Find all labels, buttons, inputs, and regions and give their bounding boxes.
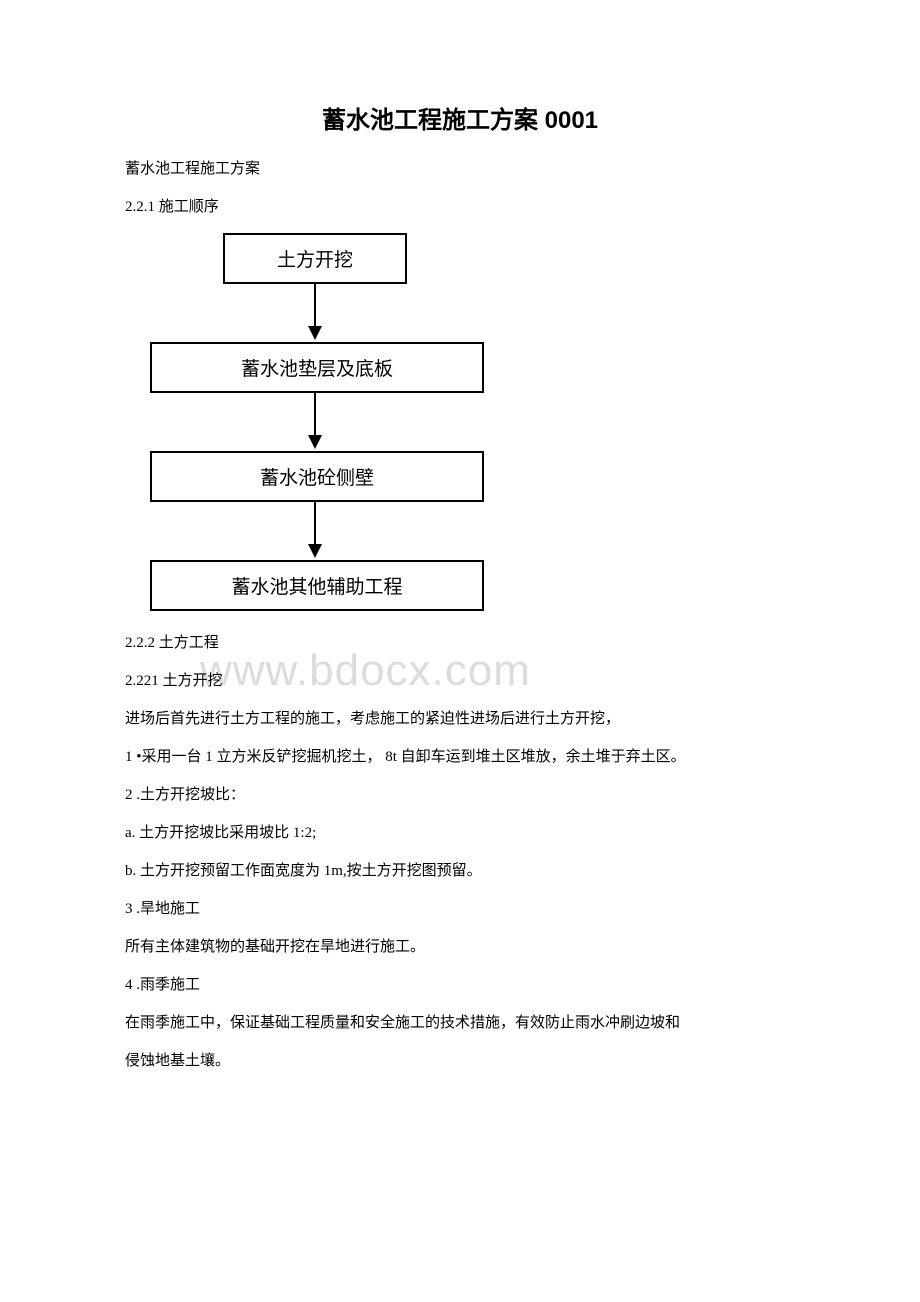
flow-box-3: 蓄水池砼侧壁 [150, 451, 484, 502]
paragraph-4: a. 土方开挖坡比采用坡比 1:2; [95, 821, 825, 845]
document-content: 蓄水池工程施工方案 0001 蓄水池工程施工方案 2.2.1 施工顺序 土方开挖… [95, 100, 825, 1073]
flow-arrow-2 [150, 393, 480, 451]
construction-flowchart: 土方开挖 蓄水池垫层及底板 蓄水池砼侧壁 蓄水池其他辅助工程 [150, 233, 480, 611]
paragraph-7: 所有主体建筑物的基础开挖在旱地进行施工。 [95, 935, 825, 959]
intro-line: 蓄水池工程施工方案 [95, 157, 825, 181]
section-2-2-2-heading: 2.2.2 土方工程 [95, 631, 825, 655]
document-title: 蓄水池工程施工方案 0001 [95, 100, 825, 135]
paragraph-10: 侵蚀地基土壤。 [95, 1049, 825, 1073]
flow-box-4: 蓄水池其他辅助工程 [150, 560, 484, 611]
section-2-2-1-heading: 2.2.1 施工顺序 [95, 195, 825, 219]
paragraph-1: 进场后首先进行土方工程的施工，考虑施工的紧迫性进场后进行土方开挖， [95, 707, 825, 731]
paragraph-3: 2 .土方开挖坡比： [95, 783, 825, 807]
flow-box-1: 土方开挖 [223, 233, 407, 284]
flow-arrow-3 [150, 502, 480, 560]
flow-arrow-1 [150, 284, 480, 342]
paragraph-9: 在雨季施工中，保证基础工程质量和安全施工的技术措施，有效防止雨水冲刷边坡和 [95, 1011, 825, 1035]
flow-box-2: 蓄水池垫层及底板 [150, 342, 484, 393]
paragraph-8: 4 .雨季施工 [95, 973, 825, 997]
paragraph-6: 3 .旱地施工 [95, 897, 825, 921]
section-2-2-2-1-heading: 2.221 土方开挖 [95, 669, 825, 693]
paragraph-5: b. 土方开挖预留工作面宽度为 1m,按土方开挖图预留。 [95, 859, 825, 883]
paragraph-2: 1 •采用一台 1 立方米反铲挖掘机挖土， 8t 自卸车运到堆土区堆放，余土堆于… [95, 745, 825, 769]
